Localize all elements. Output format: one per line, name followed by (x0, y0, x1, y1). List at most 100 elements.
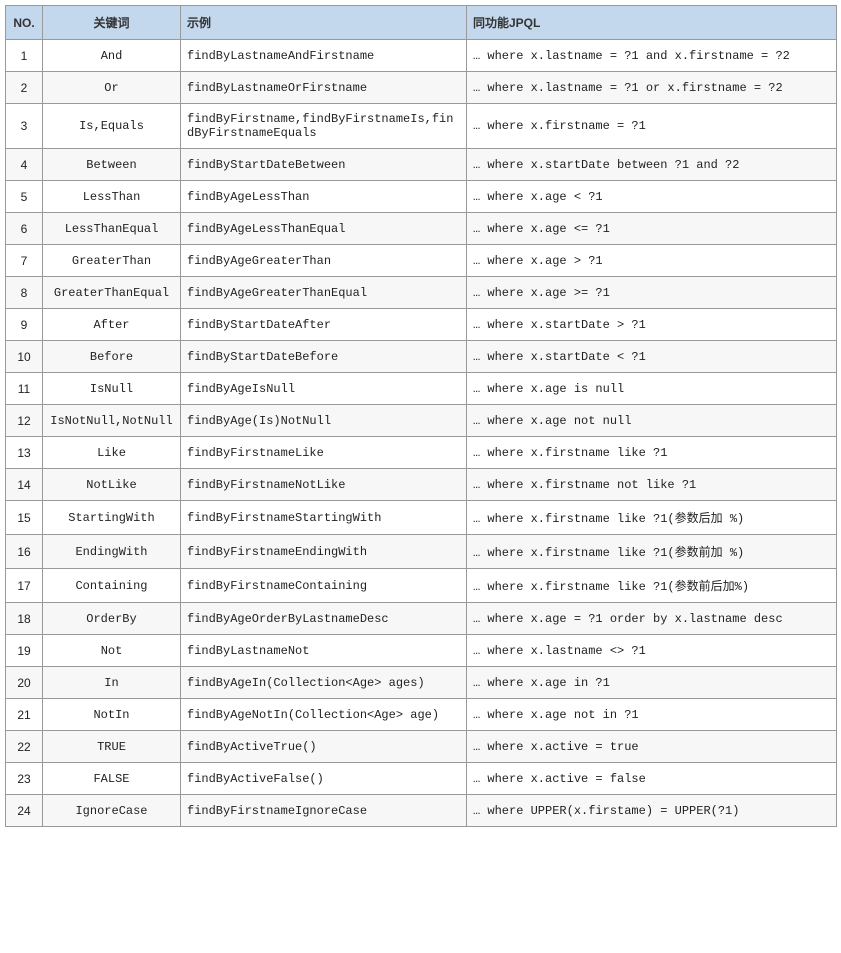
cell-jpql: … where x.firstname like ?1(参数前加 %) (467, 535, 837, 569)
cell-no: 8 (6, 277, 43, 309)
cell-no: 23 (6, 763, 43, 795)
table-row: 12IsNotNull,NotNullfindByAge(Is)NotNull…… (6, 405, 837, 437)
cell-jpql: … where x.active = true (467, 731, 837, 763)
cell-keyword: OrderBy (43, 603, 181, 635)
cell-no: 5 (6, 181, 43, 213)
table-row: 22TRUEfindByActiveTrue()… where x.active… (6, 731, 837, 763)
cell-jpql: … where x.age not in ?1 (467, 699, 837, 731)
cell-example: findByFirstnameContaining (181, 569, 467, 603)
cell-example: findByLastnameNot (181, 635, 467, 667)
table-row: 23FALSEfindByActiveFalse()… where x.acti… (6, 763, 837, 795)
cell-keyword: LessThan (43, 181, 181, 213)
cell-jpql: … where x.age in ?1 (467, 667, 837, 699)
cell-jpql: … where x.lastname = ?1 and x.firstname … (467, 40, 837, 72)
table-row: 24IgnoreCasefindByFirstnameIgnoreCase… w… (6, 795, 837, 827)
cell-example: findByAge(Is)NotNull (181, 405, 467, 437)
cell-no: 17 (6, 569, 43, 603)
cell-no: 1 (6, 40, 43, 72)
cell-example: findByStartDateBefore (181, 341, 467, 373)
cell-no: 21 (6, 699, 43, 731)
header-example: 示例 (181, 6, 467, 40)
cell-keyword: NotIn (43, 699, 181, 731)
jpql-keywords-table: NO. 关键词 示例 同功能JPQL 1AndfindByLastnameAnd… (5, 5, 837, 827)
cell-jpql: … where x.firstname like ?1 (467, 437, 837, 469)
cell-jpql: … where x.age >= ?1 (467, 277, 837, 309)
cell-no: 10 (6, 341, 43, 373)
cell-keyword: StartingWith (43, 501, 181, 535)
cell-keyword: And (43, 40, 181, 72)
cell-no: 16 (6, 535, 43, 569)
cell-example: findByStartDateAfter (181, 309, 467, 341)
cell-no: 22 (6, 731, 43, 763)
cell-example: findByAgeGreaterThan (181, 245, 467, 277)
cell-example: findByAgeIn(Collection<Age> ages) (181, 667, 467, 699)
cell-jpql: … where x.startDate < ?1 (467, 341, 837, 373)
cell-keyword: In (43, 667, 181, 699)
table-row: 7GreaterThanfindByAgeGreaterThan… where … (6, 245, 837, 277)
cell-example: findByFirstnameEndingWith (181, 535, 467, 569)
cell-keyword: Like (43, 437, 181, 469)
cell-jpql: … where x.age = ?1 order by x.lastname d… (467, 603, 837, 635)
table-row: 14NotLikefindByFirstnameNotLike… where x… (6, 469, 837, 501)
table-row: 16EndingWithfindByFirstnameEndingWith… w… (6, 535, 837, 569)
cell-no: 24 (6, 795, 43, 827)
cell-keyword: IsNotNull,NotNull (43, 405, 181, 437)
cell-example: findByFirstnameLike (181, 437, 467, 469)
table-row: 13LikefindByFirstnameLike… where x.first… (6, 437, 837, 469)
cell-jpql: … where x.age > ?1 (467, 245, 837, 277)
cell-example: findByLastnameOrFirstname (181, 72, 467, 104)
cell-keyword: EndingWith (43, 535, 181, 569)
cell-no: 2 (6, 72, 43, 104)
table-row: 10BeforefindByStartDateBefore… where x.s… (6, 341, 837, 373)
cell-no: 4 (6, 149, 43, 181)
cell-jpql: … where x.age is null (467, 373, 837, 405)
table-row: 18OrderByfindByAgeOrderByLastnameDesc… w… (6, 603, 837, 635)
cell-example: findByAgeOrderByLastnameDesc (181, 603, 467, 635)
table-row: 20InfindByAgeIn(Collection<Age> ages)… w… (6, 667, 837, 699)
cell-example: findByActiveTrue() (181, 731, 467, 763)
header-keyword: 关键词 (43, 6, 181, 40)
cell-no: 18 (6, 603, 43, 635)
cell-example: findByAgeLessThan (181, 181, 467, 213)
table-row: 6LessThanEqualfindByAgeLessThanEqual… wh… (6, 213, 837, 245)
cell-no: 14 (6, 469, 43, 501)
cell-jpql: … where x.startDate between ?1 and ?2 (467, 149, 837, 181)
cell-keyword: GreaterThanEqual (43, 277, 181, 309)
cell-no: 6 (6, 213, 43, 245)
table-row: 21NotInfindByAgeNotIn(Collection<Age> ag… (6, 699, 837, 731)
cell-example: findByActiveFalse() (181, 763, 467, 795)
cell-keyword: TRUE (43, 731, 181, 763)
cell-jpql: … where x.firstname like ?1(参数前后加%) (467, 569, 837, 603)
cell-jpql: … where x.lastname = ?1 or x.firstname =… (467, 72, 837, 104)
cell-example: findByLastnameAndFirstname (181, 40, 467, 72)
cell-no: 19 (6, 635, 43, 667)
table-row: 15StartingWithfindByFirstnameStartingWit… (6, 501, 837, 535)
cell-example: findByAgeNotIn(Collection<Age> age) (181, 699, 467, 731)
cell-keyword: IgnoreCase (43, 795, 181, 827)
cell-keyword: FALSE (43, 763, 181, 795)
cell-keyword: Not (43, 635, 181, 667)
cell-example: findByFirstnameIgnoreCase (181, 795, 467, 827)
cell-keyword: Containing (43, 569, 181, 603)
table-row: 11IsNullfindByAgeIsNull… where x.age is … (6, 373, 837, 405)
cell-no: 15 (6, 501, 43, 535)
cell-keyword: Between (43, 149, 181, 181)
cell-jpql: … where x.firstname = ?1 (467, 104, 837, 149)
cell-example: findByFirstname,findByFirstnameIs,findBy… (181, 104, 467, 149)
table-row: 19NotfindByLastnameNot… where x.lastname… (6, 635, 837, 667)
cell-example: findByAgeIsNull (181, 373, 467, 405)
table-row: 9AfterfindByStartDateAfter… where x.star… (6, 309, 837, 341)
cell-jpql: … where x.age <= ?1 (467, 213, 837, 245)
header-no: NO. (6, 6, 43, 40)
table-header-row: NO. 关键词 示例 同功能JPQL (6, 6, 837, 40)
table-row: 5LessThanfindByAgeLessThan… where x.age … (6, 181, 837, 213)
table-row: 4BetweenfindByStartDateBetween… where x.… (6, 149, 837, 181)
cell-jpql: … where x.active = false (467, 763, 837, 795)
cell-keyword: After (43, 309, 181, 341)
cell-example: findByAgeGreaterThanEqual (181, 277, 467, 309)
cell-jpql: … where x.age < ?1 (467, 181, 837, 213)
cell-keyword: IsNull (43, 373, 181, 405)
cell-keyword: LessThanEqual (43, 213, 181, 245)
cell-example: findByStartDateBetween (181, 149, 467, 181)
cell-no: 11 (6, 373, 43, 405)
